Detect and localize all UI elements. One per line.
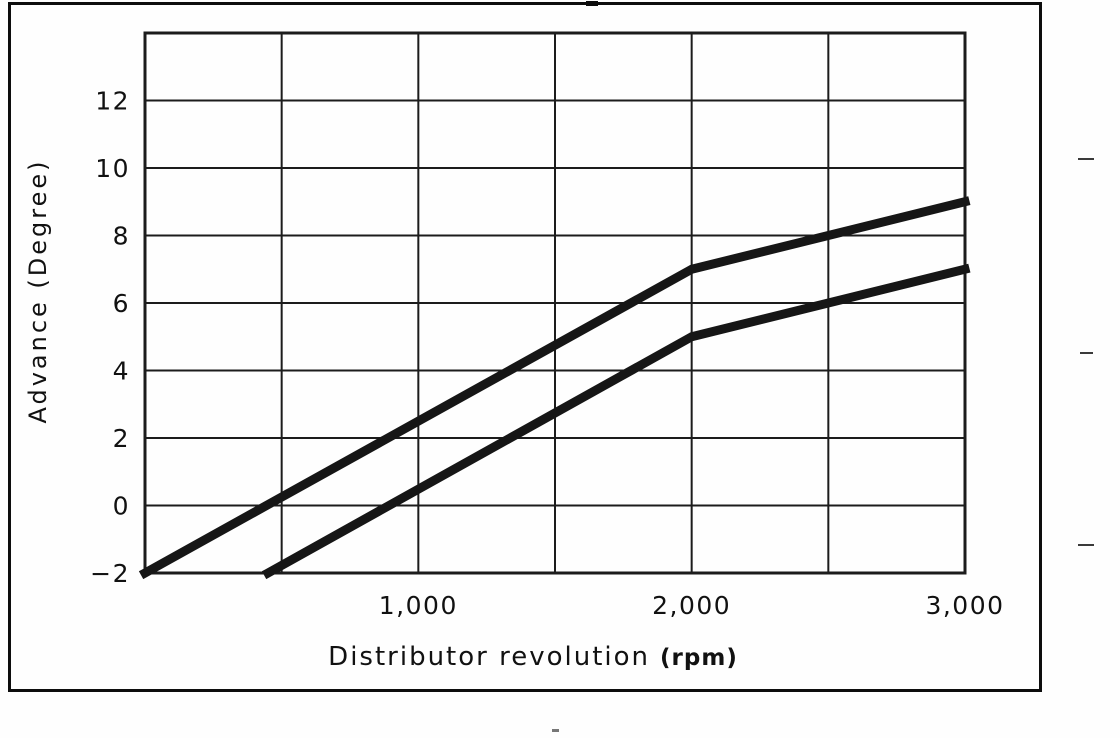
y-tick-label: 2 bbox=[113, 424, 130, 453]
scan-artifact bbox=[1080, 352, 1093, 354]
y-tick-label: −2 bbox=[90, 559, 130, 588]
x-axis-title-text: Distributor revolution bbox=[328, 642, 651, 672]
y-tick-label: 6 bbox=[113, 289, 130, 318]
scan-artifact bbox=[586, 1, 598, 6]
lower-advance-curve-line bbox=[261, 263, 971, 580]
plot-border bbox=[143, 31, 967, 575]
x-axis-unit-text: (rpm) bbox=[660, 645, 738, 671]
y-tick-label: 4 bbox=[113, 357, 130, 386]
scan-artifact bbox=[1078, 544, 1094, 546]
y-tick-label: 0 bbox=[113, 492, 130, 521]
x-tick-label: 3,000 bbox=[925, 591, 1004, 620]
x-tick-label: 2,000 bbox=[652, 591, 731, 620]
y-tick-label: 12 bbox=[95, 87, 130, 116]
y-tick-label: 8 bbox=[113, 222, 130, 251]
x-axis-title: Distributor revolution (rpm) bbox=[328, 642, 738, 672]
y-tick-label: 10 bbox=[95, 154, 130, 183]
scan-artifact bbox=[1078, 158, 1094, 160]
x-tick-label: 1,000 bbox=[379, 591, 458, 620]
upper-advance-curve-line bbox=[138, 196, 971, 580]
scan-artifact bbox=[552, 729, 559, 732]
y-axis-title: Advance (Degree) bbox=[24, 158, 52, 424]
figure-frame bbox=[8, 2, 1042, 692]
